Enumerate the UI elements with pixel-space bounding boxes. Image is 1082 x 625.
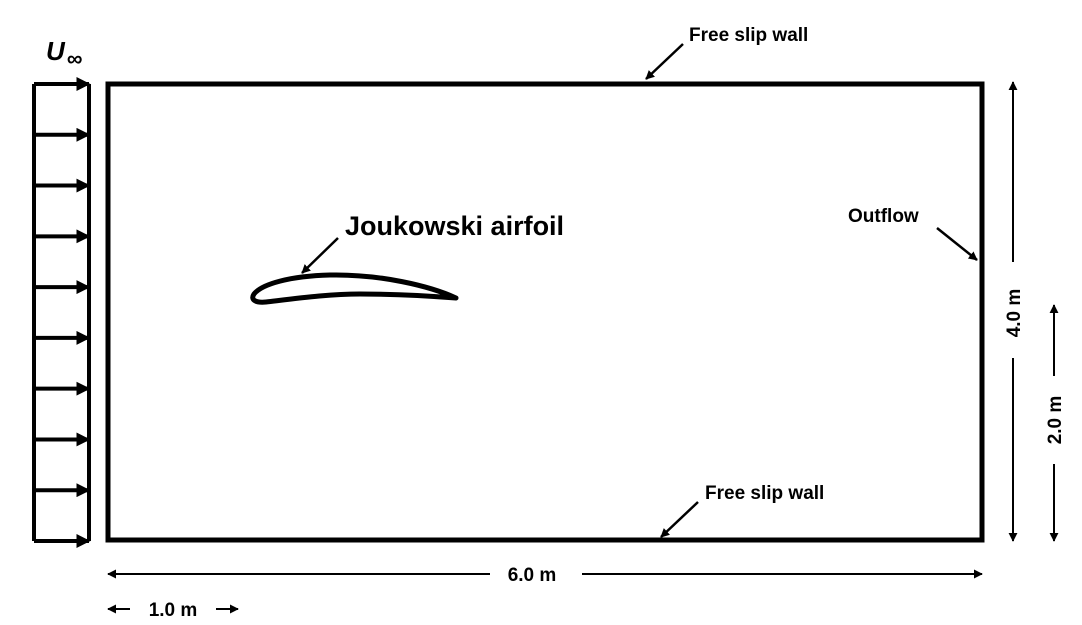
outflow-pointer-arrow bbox=[936, 227, 978, 261]
freestream-subscript: ∞ bbox=[67, 46, 83, 71]
outflow-label: Outflow bbox=[848, 206, 919, 227]
joukowski-airfoil-shape bbox=[250, 272, 459, 305]
domain-width-label: 6.0 m bbox=[508, 565, 557, 586]
top-wall-label: Free slip wall bbox=[689, 25, 808, 46]
half-height-label: 2.0 m bbox=[1045, 396, 1066, 445]
freestream-symbol: U bbox=[46, 36, 66, 66]
freestream-velocity-label: U∞ bbox=[46, 36, 82, 71]
bottom-wall-pointer-arrow bbox=[660, 501, 699, 538]
top-wall-pointer-arrow bbox=[645, 43, 684, 80]
airfoil-pointer-arrow bbox=[301, 237, 339, 274]
airfoil-label: Joukowski airfoil bbox=[345, 211, 564, 241]
bottom-wall-label: Free slip wall bbox=[705, 483, 824, 504]
domain-height-label: 4.0 m bbox=[1004, 289, 1025, 338]
computational-domain-boundary bbox=[105, 81, 985, 543]
inlet-offset-label: 1.0 m bbox=[149, 600, 198, 621]
inflow-arrows bbox=[34, 77, 91, 548]
